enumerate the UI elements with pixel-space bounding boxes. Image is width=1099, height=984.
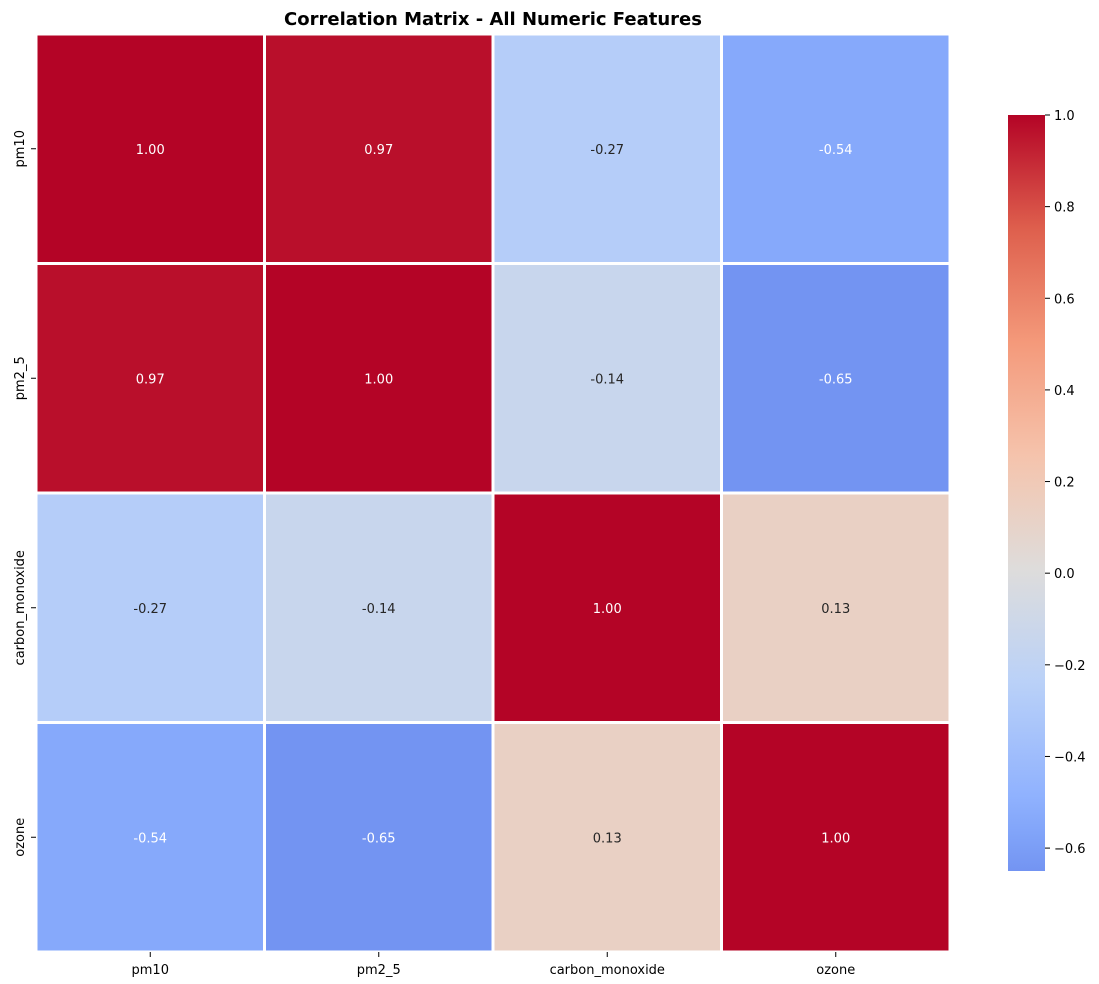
- cell-annotation: 0.13: [821, 602, 850, 617]
- x-axis: pm10 pm2_5 carbon_monoxide ozone: [132, 952, 855, 978]
- x-tick-label: carbon_monoxide: [550, 963, 665, 978]
- cell-annotation: 1.00: [593, 602, 622, 617]
- heatmap-cell: [491, 32, 723, 265]
- chart-title: Correlation Matrix - All Numeric Feature…: [284, 9, 702, 30]
- colorbar-tick-label: 0.8: [1054, 201, 1075, 216]
- cell-annotation: -0.27: [590, 143, 624, 158]
- y-tick-label: carbon_monoxide: [13, 550, 28, 665]
- x-tick-label: pm10: [132, 963, 169, 978]
- cell-annotation: -0.54: [133, 831, 167, 846]
- colorbar-tick-label: 0.4: [1054, 384, 1075, 399]
- colorbar-tick-label: −0.2: [1054, 659, 1086, 674]
- x-tick-label: pm2_5: [357, 963, 401, 978]
- heatmap-cell: [263, 32, 495, 265]
- cell-annotation: 0.97: [364, 143, 393, 158]
- cell-annotation: -0.27: [133, 602, 167, 617]
- cell-annotation: 1.00: [821, 831, 850, 846]
- heatmap-cell: [34, 32, 266, 265]
- y-tick-label: ozone: [13, 818, 28, 857]
- heatmap-cell: [720, 32, 952, 265]
- colorbar: −0.6 −0.4 −0.2 0.0 0.2 0.4 0.6 0.8 1.0: [1008, 109, 1086, 871]
- heatmap-cell: [263, 491, 495, 724]
- heatmap-cell: [34, 262, 266, 495]
- heatmap-cell: [720, 491, 952, 724]
- heatmap-cell: [263, 262, 495, 495]
- x-tick-label: ozone: [816, 963, 855, 978]
- cell-annotation: -0.54: [819, 143, 853, 158]
- colorbar-tick-label: 1.0: [1054, 109, 1075, 124]
- cell-annotation: 0.13: [593, 831, 622, 846]
- cell-annotation: 1.00: [136, 143, 165, 158]
- colorbar-tick-label: 0.6: [1054, 292, 1075, 307]
- heatmap-cell: [720, 262, 952, 495]
- y-tick-label: pm2_5: [13, 356, 28, 400]
- heatmap-cell: [263, 721, 495, 954]
- cell-annotation: -0.14: [362, 602, 396, 617]
- heatmap-cell: [720, 721, 952, 954]
- colorbar-tick-label: 0.2: [1054, 476, 1075, 491]
- colorbar-tick-label: −0.6: [1054, 842, 1086, 857]
- y-tick-label: pm10: [13, 130, 28, 167]
- cell-annotation: -0.14: [590, 372, 624, 387]
- cell-annotation: -0.65: [362, 831, 396, 846]
- colorbar-tick-label: −0.4: [1054, 750, 1086, 765]
- cell-annotation: 1.00: [364, 372, 393, 387]
- heatmap-cells: 1.00 0.97 -0.27 -0.54 0.97 1.00 -0.14 -0.65 -0.2…: [34, 32, 952, 954]
- cell-annotation: 0.97: [136, 372, 165, 387]
- colorbar-tick-label: 0.0: [1054, 567, 1075, 582]
- heatmap-cell: [34, 721, 266, 954]
- cell-annotation: -0.65: [819, 372, 853, 387]
- colorbar-gradient: [1008, 115, 1045, 871]
